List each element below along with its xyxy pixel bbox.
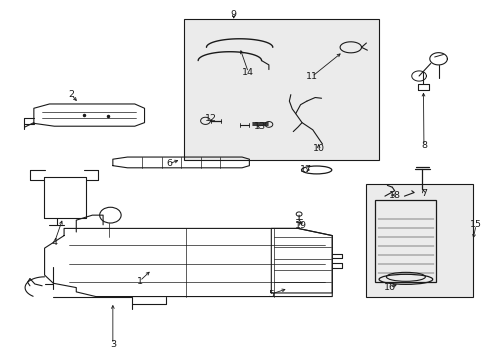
Bar bbox=[374, 200, 435, 282]
Text: 4: 4 bbox=[51, 238, 57, 247]
Text: 10: 10 bbox=[312, 144, 324, 153]
Text: 7: 7 bbox=[420, 189, 426, 198]
Text: 8: 8 bbox=[420, 141, 426, 150]
Text: 14: 14 bbox=[242, 68, 254, 77]
Text: 6: 6 bbox=[165, 159, 172, 168]
Text: 11: 11 bbox=[305, 72, 317, 81]
Text: 19: 19 bbox=[294, 221, 306, 230]
Text: 16: 16 bbox=[383, 283, 395, 292]
Text: 17: 17 bbox=[299, 166, 311, 175]
Bar bbox=[183, 19, 378, 160]
Text: 2: 2 bbox=[68, 90, 74, 99]
Text: 9: 9 bbox=[230, 10, 236, 19]
Bar bbox=[366, 184, 472, 297]
Text: 18: 18 bbox=[388, 190, 400, 199]
Text: 1: 1 bbox=[136, 276, 142, 285]
Text: 13: 13 bbox=[254, 122, 265, 131]
Text: 5: 5 bbox=[268, 289, 274, 298]
Text: 15: 15 bbox=[469, 220, 481, 229]
Text: 3: 3 bbox=[110, 340, 116, 349]
Text: 12: 12 bbox=[205, 114, 217, 123]
